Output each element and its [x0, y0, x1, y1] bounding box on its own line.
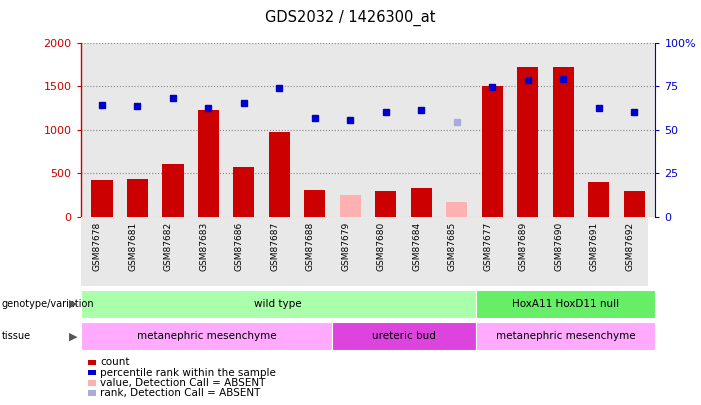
Bar — [304, 190, 325, 217]
Text: tissue: tissue — [1, 331, 31, 341]
Bar — [81, 290, 476, 318]
Text: GSM87685: GSM87685 — [448, 222, 457, 271]
Text: GSM87688: GSM87688 — [306, 222, 315, 271]
Bar — [623, 192, 645, 217]
Bar — [233, 167, 254, 217]
Text: metanephric mesenchyme: metanephric mesenchyme — [137, 331, 276, 341]
Text: GSM87684: GSM87684 — [412, 222, 421, 271]
Text: GSM87682: GSM87682 — [164, 222, 173, 271]
Bar — [411, 188, 432, 217]
Text: GSM87677: GSM87677 — [483, 222, 492, 271]
Bar — [81, 322, 332, 350]
Bar — [127, 179, 148, 217]
Text: metanephric mesenchyme: metanephric mesenchyme — [496, 331, 635, 341]
Text: value, Detection Call = ABSENT: value, Detection Call = ABSENT — [100, 378, 266, 388]
Text: GSM87683: GSM87683 — [199, 222, 208, 271]
Text: GSM87686: GSM87686 — [235, 222, 244, 271]
Bar — [476, 290, 655, 318]
Text: GSM87687: GSM87687 — [271, 222, 279, 271]
Text: count: count — [100, 358, 130, 367]
Text: GSM87679: GSM87679 — [341, 222, 350, 271]
Bar — [552, 67, 574, 217]
Bar — [476, 322, 655, 350]
Bar — [91, 180, 113, 217]
Text: GSM87691: GSM87691 — [590, 222, 599, 271]
Text: ▶: ▶ — [69, 331, 77, 341]
Bar — [446, 202, 468, 217]
Text: rank, Detection Call = ABSENT: rank, Detection Call = ABSENT — [100, 388, 261, 398]
Text: wild type: wild type — [254, 299, 302, 309]
Text: GSM87680: GSM87680 — [376, 222, 386, 271]
Text: genotype/variation: genotype/variation — [1, 299, 94, 309]
Text: HoxA11 HoxD11 null: HoxA11 HoxD11 null — [512, 299, 619, 309]
Text: ureteric bud: ureteric bud — [372, 331, 436, 341]
Bar — [517, 67, 538, 217]
Bar — [162, 164, 184, 217]
Bar — [340, 195, 361, 217]
Bar — [268, 132, 290, 217]
Bar — [588, 182, 609, 217]
Text: percentile rank within the sample: percentile rank within the sample — [100, 368, 276, 377]
Text: GDS2032 / 1426300_at: GDS2032 / 1426300_at — [265, 10, 436, 26]
Text: GSM87692: GSM87692 — [625, 222, 634, 271]
Text: ▶: ▶ — [69, 299, 77, 309]
Bar — [482, 86, 503, 217]
Text: GSM87681: GSM87681 — [128, 222, 137, 271]
Bar — [198, 110, 219, 217]
Text: GSM87678: GSM87678 — [93, 222, 102, 271]
Text: GSM87690: GSM87690 — [554, 222, 563, 271]
Text: GSM87689: GSM87689 — [519, 222, 528, 271]
Bar — [332, 322, 476, 350]
Bar — [375, 192, 396, 217]
